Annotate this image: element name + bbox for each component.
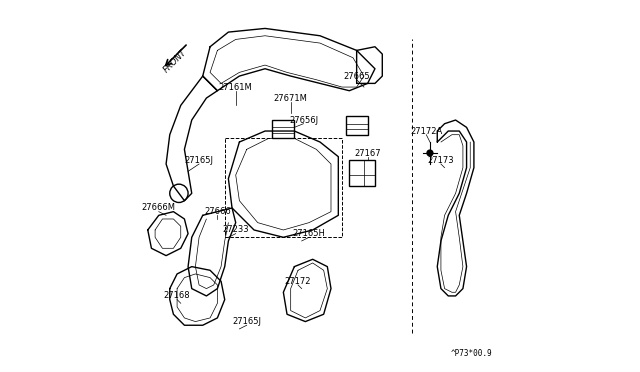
Text: 27165H: 27165H — [292, 229, 326, 238]
Text: 27173: 27173 — [428, 156, 454, 165]
Text: 27666M: 27666M — [142, 203, 176, 212]
Text: 27165J: 27165J — [184, 156, 214, 165]
Text: 27656J: 27656J — [289, 116, 318, 125]
Bar — [346, 116, 367, 135]
Bar — [349, 160, 375, 186]
Text: 27666: 27666 — [204, 207, 231, 216]
Text: 27671M: 27671M — [274, 93, 308, 103]
Text: 27167: 27167 — [355, 148, 381, 157]
Text: FRONT: FRONT — [162, 48, 189, 75]
Text: 27168: 27168 — [164, 291, 190, 301]
Circle shape — [427, 150, 433, 156]
Text: 27165J: 27165J — [232, 317, 261, 326]
Text: ^P73*00.9: ^P73*00.9 — [451, 349, 492, 358]
Text: 27172: 27172 — [285, 277, 311, 286]
Text: 27172A: 27172A — [410, 126, 442, 135]
Text: 27161M: 27161M — [219, 83, 253, 92]
Bar — [273, 120, 294, 138]
Text: 27665: 27665 — [343, 71, 370, 81]
Text: 27233: 27233 — [223, 225, 249, 234]
